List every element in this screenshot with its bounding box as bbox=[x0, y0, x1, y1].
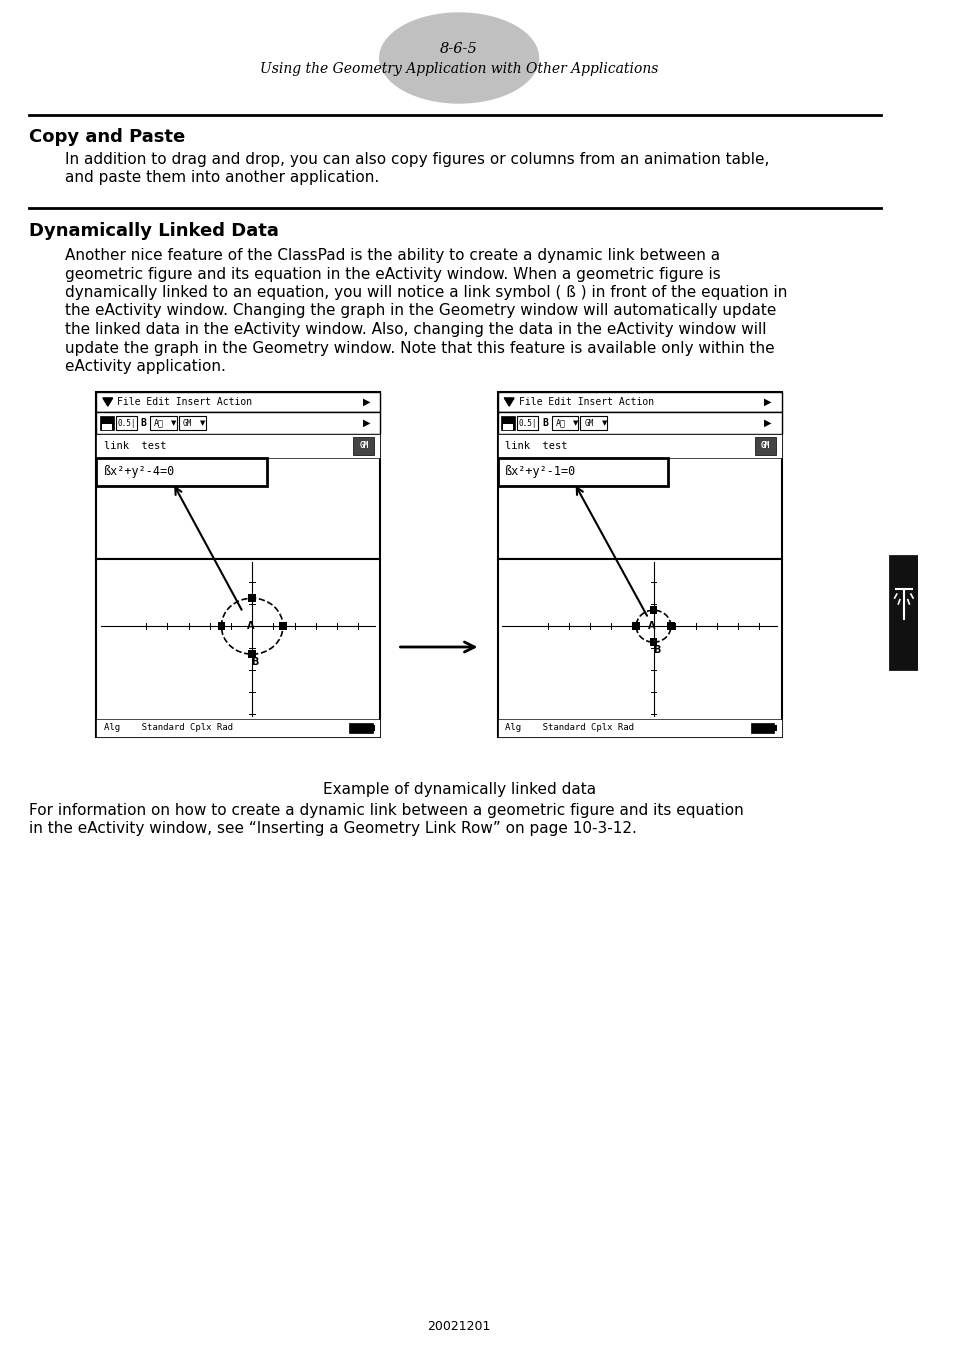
Text: ▼: ▼ bbox=[200, 420, 205, 426]
Ellipse shape bbox=[379, 14, 538, 103]
Bar bbox=[501, 416, 515, 430]
Text: Alg    Standard Cplx Rad: Alg Standard Cplx Rad bbox=[104, 723, 233, 733]
Text: the eActivity window. Changing the graph in the Geometry window will automatical: the eActivity window. Changing the graph… bbox=[66, 303, 776, 319]
Text: B: B bbox=[541, 418, 547, 429]
Text: ▶: ▶ bbox=[763, 418, 771, 429]
Text: Dynamically Linked Data: Dynamically Linked Data bbox=[29, 222, 278, 241]
Text: in the eActivity window, see “Inserting a Geometry Link Row” on page 10-3-12.: in the eActivity window, see “Inserting … bbox=[29, 821, 636, 836]
Text: Using the Geometry Application with Other Applications: Using the Geometry Application with Othe… bbox=[259, 62, 658, 76]
Text: B: B bbox=[652, 645, 659, 656]
Bar bbox=[497, 558, 781, 737]
Text: Copy and Paste: Copy and Paste bbox=[29, 128, 185, 146]
Bar bbox=[579, 416, 607, 430]
Bar bbox=[217, 622, 225, 630]
Polygon shape bbox=[504, 397, 514, 406]
Polygon shape bbox=[103, 397, 112, 406]
Text: 8-6-5: 8-6-5 bbox=[439, 42, 477, 55]
Bar bbox=[372, 725, 375, 731]
Text: ▼: ▼ bbox=[572, 420, 578, 426]
Text: B: B bbox=[252, 657, 258, 667]
Text: and paste them into another application.: and paste them into another application. bbox=[66, 170, 379, 185]
Text: ßx²+y²-4=0: ßx²+y²-4=0 bbox=[104, 465, 175, 479]
Bar bbox=[102, 425, 112, 430]
Text: A⁄: A⁄ bbox=[153, 419, 164, 427]
Text: In addition to drag and drop, you can also copy figures or columns from an anima: In addition to drag and drop, you can al… bbox=[66, 151, 769, 168]
Bar bbox=[96, 392, 380, 558]
Bar bbox=[551, 416, 578, 430]
Text: ▼: ▼ bbox=[601, 420, 606, 426]
Bar bbox=[497, 458, 667, 485]
Bar bbox=[497, 392, 781, 558]
Text: ▶: ▶ bbox=[763, 397, 771, 407]
Text: geometric figure and its equation in the eActivity window. When a geometric figu: geometric figure and its equation in the… bbox=[66, 266, 720, 281]
Bar bbox=[773, 725, 776, 731]
Bar bbox=[632, 622, 639, 630]
Text: GM: GM bbox=[760, 442, 769, 450]
Text: link  test: link test bbox=[505, 441, 567, 452]
Bar bbox=[497, 392, 781, 412]
Text: the linked data in the eActivity window. Also, changing the data in the eActivit: the linked data in the eActivity window.… bbox=[66, 322, 766, 337]
Bar bbox=[353, 437, 374, 456]
Bar bbox=[750, 723, 773, 733]
Bar bbox=[248, 650, 255, 658]
Text: File Edit Insert Action: File Edit Insert Action bbox=[117, 397, 253, 407]
Text: B: B bbox=[140, 418, 146, 429]
Bar bbox=[517, 416, 537, 430]
Bar bbox=[96, 392, 380, 412]
Text: dynamically linked to an equation, you will notice a link symbol ( ß ) in front : dynamically linked to an equation, you w… bbox=[66, 285, 787, 300]
Text: File Edit Insert Action: File Edit Insert Action bbox=[518, 397, 653, 407]
Bar bbox=[279, 622, 287, 630]
Bar bbox=[497, 719, 781, 737]
Text: ▶: ▶ bbox=[363, 397, 370, 407]
Text: For information on how to create a dynamic link between a geometric figure and i: For information on how to create a dynam… bbox=[29, 803, 742, 818]
Text: 0.5|: 0.5| bbox=[518, 419, 537, 427]
Bar bbox=[497, 434, 781, 458]
Text: ßx²+y²-1=0: ßx²+y²-1=0 bbox=[505, 465, 576, 479]
Text: 20021201: 20021201 bbox=[427, 1320, 490, 1333]
Text: GM: GM bbox=[359, 442, 368, 450]
Text: A: A bbox=[246, 621, 253, 631]
Bar bbox=[349, 723, 372, 733]
Text: ▶: ▶ bbox=[363, 418, 370, 429]
Bar bbox=[666, 622, 674, 630]
Text: GM: GM bbox=[583, 419, 593, 427]
Text: A: A bbox=[647, 621, 655, 631]
Text: Example of dynamically linked data: Example of dynamically linked data bbox=[322, 781, 595, 796]
Bar bbox=[754, 437, 775, 456]
Text: Another nice feature of the ClassPad is the ability to create a dynamic link bet: Another nice feature of the ClassPad is … bbox=[66, 247, 720, 264]
Bar bbox=[96, 719, 380, 737]
Bar bbox=[179, 416, 206, 430]
Bar bbox=[888, 556, 918, 671]
Text: Alg    Standard Cplx Rad: Alg Standard Cplx Rad bbox=[505, 723, 634, 733]
Bar bbox=[115, 416, 136, 430]
Text: link  test: link test bbox=[104, 441, 166, 452]
Bar bbox=[248, 594, 255, 602]
Bar bbox=[649, 638, 657, 646]
Text: 0.5|: 0.5| bbox=[117, 419, 135, 427]
Bar bbox=[96, 434, 380, 458]
Text: eActivity application.: eActivity application. bbox=[66, 360, 226, 375]
Text: A⁄: A⁄ bbox=[555, 419, 565, 427]
Bar bbox=[150, 416, 177, 430]
Bar bbox=[100, 416, 113, 430]
Bar bbox=[649, 606, 657, 614]
Text: update the graph in the Geometry window. Note that this feature is available onl: update the graph in the Geometry window.… bbox=[66, 341, 774, 356]
Bar bbox=[96, 558, 380, 737]
Bar bbox=[96, 412, 380, 434]
Bar bbox=[503, 425, 513, 430]
Bar bbox=[497, 412, 781, 434]
Text: GM: GM bbox=[183, 419, 192, 427]
Text: ▼: ▼ bbox=[172, 420, 176, 426]
Bar bbox=[96, 458, 266, 485]
